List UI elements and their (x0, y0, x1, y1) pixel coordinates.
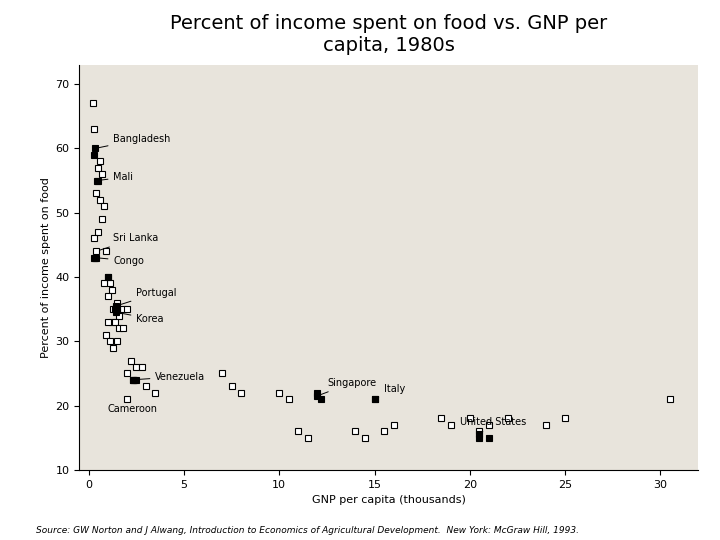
Y-axis label: Percent of income spent on food: Percent of income spent on food (41, 177, 51, 357)
Text: Singapore: Singapore (320, 378, 376, 395)
Text: Korea: Korea (119, 313, 164, 323)
X-axis label: GNP per capita (thousands): GNP per capita (thousands) (312, 495, 466, 505)
Text: United States: United States (460, 416, 526, 433)
Text: Bangladesh: Bangladesh (98, 134, 171, 148)
Text: Cameroon: Cameroon (108, 399, 158, 414)
Text: Source: GW Norton and J Alwang, Introduction to Economics of Agricultural Develo: Source: GW Norton and J Alwang, Introduc… (36, 525, 579, 535)
Text: Italy: Italy (377, 384, 405, 398)
Text: Venezuela: Venezuela (135, 372, 205, 382)
Text: Sri Lanka: Sri Lanka (99, 233, 158, 251)
Text: Portugal: Portugal (119, 288, 177, 305)
Text: Mali: Mali (100, 172, 133, 183)
Text: Congo: Congo (98, 256, 145, 266)
Title: Percent of income spent on food vs. GNP per
capita, 1980s: Percent of income spent on food vs. GNP … (170, 14, 608, 55)
